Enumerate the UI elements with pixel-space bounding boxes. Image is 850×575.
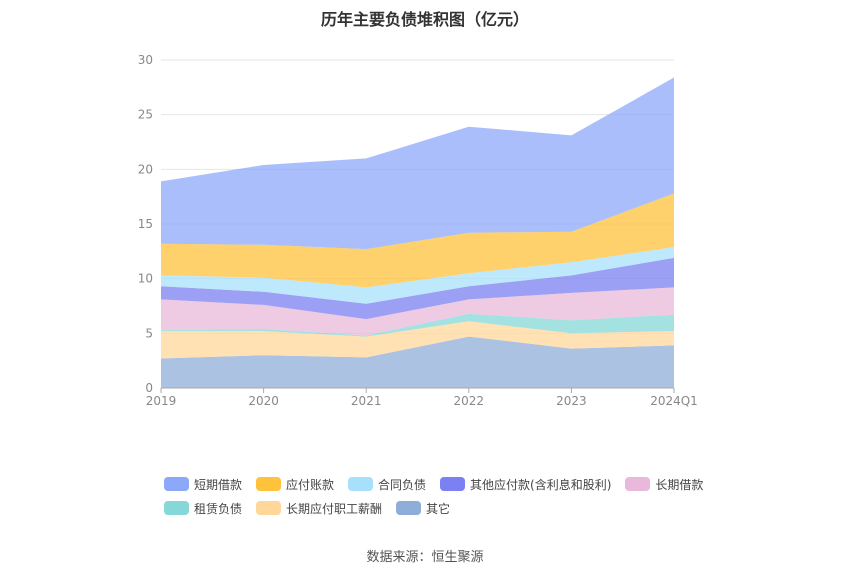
legend-item-accounts-payable[interactable]: 应付账款 [256,476,334,493]
area-合同负债 [161,247,674,304]
legend-label: 长期借款 [655,477,704,492]
data-source: 数据来源：恒生聚源 [366,550,484,565]
y-tick-label: 10 [138,272,153,286]
legend-item-other[interactable]: 其它 [396,500,450,517]
legend-label: 应付账款 [286,477,335,492]
area-长期借款 [161,287,674,336]
y-tick-label: 25 [138,108,153,122]
legend-item-short-term-borrowings[interactable]: 短期借款 [164,476,242,493]
legend-item-lease-liabilities[interactable]: 租赁负债 [164,500,242,517]
x-tick-label: 2024Q1 [650,394,698,408]
legend-swatch [164,477,189,491]
legend-swatch [348,477,374,491]
x-tick-label: 2021 [351,394,382,408]
legend-swatch [440,477,466,491]
legend-swatch [256,501,282,515]
area-租赁负债 [161,313,674,337]
x-tick-label: 2019 [146,394,177,408]
chart-title: 历年主要负债堆积图（亿元） [320,10,529,29]
x-tick-label: 2023 [556,394,587,408]
y-tick-label: 30 [138,53,153,67]
legend-label: 长期应付职工薪酬 [286,501,383,516]
area-应付账款 [161,193,674,288]
y-tick-label: 0 [145,381,153,395]
legend-label: 其他应付款(含利息和股利) [470,477,612,492]
legend-swatch [256,477,282,491]
x-tick-label: 2020 [248,394,279,408]
legend-label: 租赁负债 [194,501,243,516]
area-其他应付款(含利息和股利) [161,257,674,320]
y-tick-label: 5 [145,326,153,340]
legend-item-long-term-employee-pay[interactable]: 长期应付职工薪酬 [256,500,382,517]
legend-swatch [396,501,422,515]
y-tick-label: 15 [138,217,153,231]
area-短期借款 [161,77,674,250]
chart-legend: 短期借款 应付账款 合同负债 其他应付款(含利息和股利) 长期借款 租赁负债 长… [164,472,724,520]
legend-item-contract-liabilities[interactable]: 合同负债 [348,476,426,493]
area-长期应付职工薪酬 [161,321,674,359]
legend-swatch [625,477,651,491]
legend-label: 合同负债 [378,477,427,492]
area-其它 [161,336,674,388]
legend-swatch [164,501,189,515]
legend-item-long-term-borrowings[interactable]: 长期借款 [625,476,703,493]
legend-row-1: 短期借款 应付账款 合同负债 其他应付款(含利息和股利) 长期借款 [164,472,724,496]
x-tick-label: 2022 [454,394,485,408]
legend-item-other-payables[interactable]: 其他应付款(含利息和股利) [440,476,611,493]
legend-label: 其它 [426,501,451,516]
y-tick-label: 20 [138,162,153,176]
legend-row-2: 租赁负债 长期应付职工薪酬 其它 [164,496,724,520]
legend-label: 短期借款 [194,477,243,492]
